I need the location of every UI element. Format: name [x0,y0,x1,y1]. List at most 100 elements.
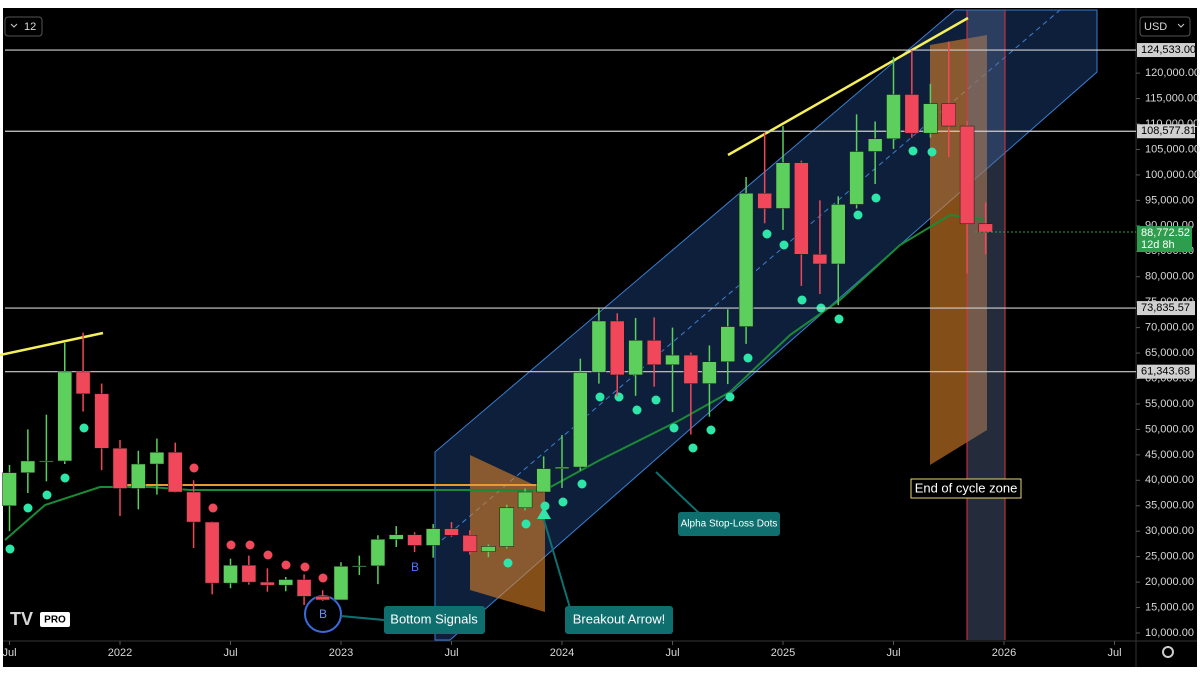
candle-body [610,320,625,376]
annotation: Bottom Signals [390,611,478,626]
candle-body [315,596,330,601]
candle-body [757,192,772,209]
red-dots [189,463,328,583]
annotation-box [910,478,1022,499]
candle-body [370,539,386,567]
logo-mark: TV [10,609,33,629]
annotation: Alpha Stop-Loss Dots [681,519,778,530]
candle-body [223,565,238,584]
candle-body [794,162,809,255]
cycle-zone [967,10,1005,640]
candle-body [2,472,17,507]
y-tick-label: 40,000.00 [1145,474,1194,486]
candle-body [39,460,54,463]
settings-icon[interactable] [1162,646,1174,658]
candle-body [959,125,975,225]
chevron [1177,23,1185,28]
trend-line [0,331,104,357]
y-tick-label: 35,000.00 [1145,500,1194,512]
candle-body [407,534,422,546]
candle-body [941,103,956,127]
annotation: Breakout Arrow! [573,611,666,626]
x-tick-label: 2025 [771,647,795,659]
price-tag-label: 108,577.81 [1141,125,1196,137]
price-tag [1137,43,1195,58]
candle-body [683,354,699,384]
candle-body [149,452,165,465]
annotation-box [678,512,780,536]
candle-body [904,94,920,134]
candle-body [628,340,643,376]
last-price-tag [1137,226,1192,253]
candle-body [296,579,312,597]
x-tick-label: Jul [1107,647,1121,659]
price-tag [1137,124,1195,139]
x-tick-label: Jul [886,647,900,659]
y-tick-label: 30,000.00 [1145,525,1194,537]
candle-body [738,192,754,327]
y-tick-label: 70,000.00 [1145,322,1194,334]
chevron [10,23,18,28]
countdown: 12d 8h [1141,239,1175,251]
candle-body [867,138,883,152]
candle-body [425,528,441,546]
price-tag [1137,364,1195,379]
candle-body [444,528,459,536]
y-tick-label: 80,000.00 [1145,271,1194,283]
breakout-arrow [537,507,551,519]
x-tick-label: 2022 [108,647,132,659]
candle-body [204,521,220,584]
logo-badge [40,612,70,627]
candle-body [573,372,588,468]
interval: 12 [24,21,36,33]
candle-body [720,326,735,362]
x-tick-label: Jul [444,647,458,659]
currency: USD [1144,21,1167,33]
currency-button[interactable] [1139,16,1191,37]
annotation-box [384,606,485,634]
candle-body [278,579,293,586]
callout [340,615,385,621]
interval-button[interactable] [4,16,43,37]
annotation-box [565,606,673,634]
price-tag-label: 124,533.00 [1141,44,1196,56]
last-price-label: 88,772.52 [1141,227,1190,239]
candle-body [131,463,146,489]
y-tick-label: 105,000.00 [1145,143,1200,155]
candle-body [241,565,257,583]
candle-body [591,320,607,373]
candle-body [646,340,662,366]
candle-body [831,204,846,265]
candle-body [886,94,901,140]
candle-body [665,354,680,366]
trend-line [727,16,969,157]
y-tick-label: 120,000.00 [1145,67,1200,79]
candle-body [260,581,275,586]
y-tick-label: 115,000.00 [1145,92,1199,104]
candle-body [94,393,109,449]
callout [655,471,701,515]
x-tick-label: Jul [665,647,679,659]
y-tick-label: 65,000.00 [1145,347,1194,359]
annotation: End of cycle zone [915,480,1018,495]
candle-body [57,371,72,462]
x-tick-label: Jul [2,647,16,659]
y-tick-label: 95,000.00 [1145,194,1194,206]
candle-body [812,254,828,265]
y-tick-label: 100,000.00 [1145,169,1200,181]
x-tick-label: Jul [223,647,237,659]
candle-body [112,447,128,489]
candle-body [849,151,864,205]
candle-body [352,565,367,568]
y-tick-label: 50,000.00 [1145,423,1194,435]
y-tick-label: 20,000.00 [1145,576,1194,588]
candle-body [168,452,183,493]
x-tick-label: 2026 [992,647,1016,659]
signal-label: B [411,560,419,574]
candle-body [923,103,938,134]
candle-body [20,460,36,473]
y-tick-label: 45,000.00 [1145,449,1194,461]
candle-body [702,361,717,384]
candle-body [389,534,404,540]
